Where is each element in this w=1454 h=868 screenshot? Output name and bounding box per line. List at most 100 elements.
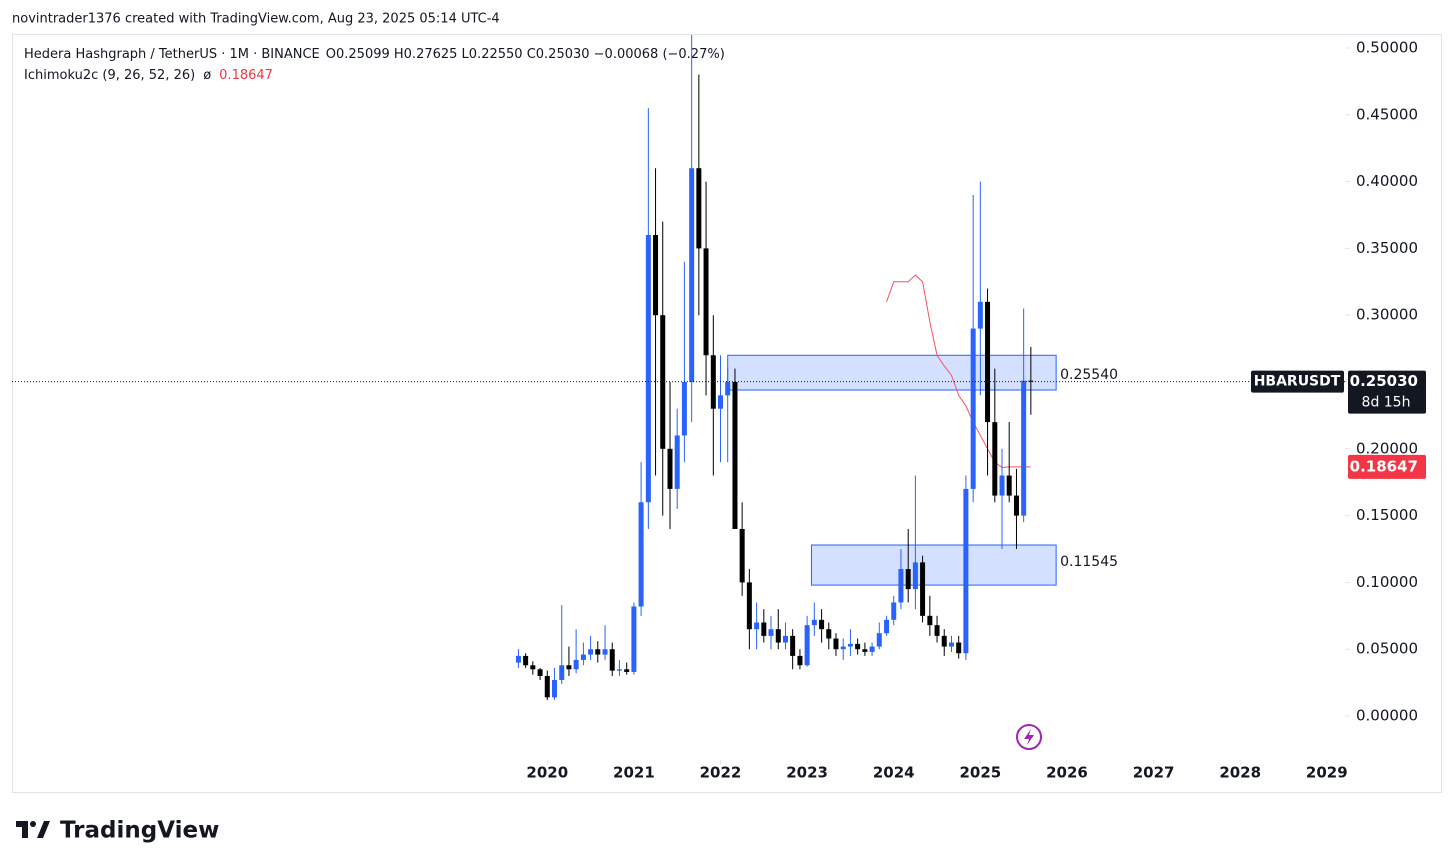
candle-body — [869, 646, 875, 652]
candle-body — [746, 582, 752, 630]
candle-body — [790, 635, 796, 656]
price-badge — [1348, 370, 1426, 414]
y-tick-label: 0.20000 — [1356, 439, 1418, 457]
tradingview-logo: TradingView — [16, 818, 219, 844]
candle-body — [616, 669, 622, 671]
attribution: novintrader1376 created with TradingView… — [12, 12, 500, 27]
candle-body — [696, 168, 702, 249]
candle-body — [573, 659, 579, 670]
price-zone — [727, 354, 1057, 391]
candle-body — [833, 638, 839, 650]
x-tick-label: 2028 — [1219, 764, 1261, 782]
candle-body — [602, 649, 608, 655]
candle-body — [580, 654, 586, 660]
candle-body — [898, 569, 904, 603]
candle-body — [855, 643, 861, 650]
chart-frame — [12, 34, 1442, 793]
candle-body — [956, 642, 962, 654]
candle-body — [804, 625, 810, 666]
candle-body — [653, 235, 659, 316]
y-tick-label: 0.30000 — [1356, 306, 1418, 324]
candle-body — [941, 635, 947, 647]
y-tick-label: 0.50000 — [1356, 38, 1418, 56]
candle-body — [718, 395, 724, 409]
ohlc: O0.25099 H0.27625 L0.22550 C0.25030 −0.0… — [326, 47, 725, 62]
candle-body — [891, 602, 897, 620]
x-tick-label: 2021 — [613, 764, 655, 782]
indicator-badge-text: 0.18647 — [1350, 457, 1418, 475]
lightning-icon[interactable] — [1016, 724, 1042, 750]
x-tick-label: 2023 — [786, 764, 828, 782]
plot-area — [515, 35, 1057, 701]
x-tick-label: 2026 — [1046, 764, 1088, 782]
candle-body — [999, 475, 1005, 496]
x-tick-label: 2022 — [700, 764, 742, 782]
candle-body — [1006, 475, 1012, 496]
candle-body — [797, 655, 803, 666]
candle-body — [819, 619, 825, 630]
candle-body — [985, 301, 991, 423]
candle-body — [992, 422, 998, 496]
candle-body — [674, 435, 680, 489]
candle-body — [826, 629, 832, 639]
candle-body — [595, 649, 601, 655]
candle-body — [645, 235, 651, 503]
zone-label: 0.25540 — [1060, 367, 1118, 383]
candle-body — [689, 168, 695, 383]
indicator-info: Ichimoku2c (9, 26, 52, 26) ø 0.18647 — [24, 68, 273, 83]
symbol-badge-text: HBARUSDT — [1254, 374, 1341, 390]
candle-body — [970, 328, 976, 489]
candle-body — [739, 528, 745, 583]
y-tick-label: 0.35000 — [1356, 239, 1418, 257]
candle-body — [681, 382, 687, 436]
candle-body — [624, 669, 630, 672]
y-tick-label: 0.00000 — [1356, 707, 1418, 725]
candle-body — [811, 619, 817, 626]
candle-body — [840, 646, 846, 650]
zone-label: 0.11545 — [1060, 554, 1118, 570]
indicator-symbol: ø — [203, 68, 211, 83]
candle-body — [559, 665, 565, 680]
candle-body — [884, 619, 890, 634]
candle-body — [761, 622, 767, 636]
logo-text: TradingView — [60, 818, 219, 844]
indicator-badge — [1348, 454, 1426, 479]
price-zone — [810, 544, 1057, 586]
price-badge-text: 0.25030 — [1350, 372, 1418, 390]
candle-body — [775, 629, 781, 643]
y-tick-label: 0.15000 — [1356, 506, 1418, 524]
ichimoku-line — [886, 274, 1031, 469]
candle-body — [530, 665, 536, 670]
countdown: 8d 15h — [1362, 395, 1411, 411]
x-tick-label: 2024 — [873, 764, 915, 782]
candle-body — [934, 625, 940, 636]
x-tick-label: 2027 — [1133, 764, 1175, 782]
candle-body — [912, 562, 918, 590]
candle-body — [660, 315, 666, 449]
candle-body — [949, 642, 955, 647]
candle-body — [782, 635, 788, 643]
candle-body — [754, 622, 760, 630]
indicator: Ichimoku2c (9, 26, 52, 26) — [24, 68, 195, 83]
x-tick-label: 2029 — [1306, 764, 1348, 782]
candle-body — [1013, 495, 1019, 516]
x-tick-label: 2020 — [526, 764, 568, 782]
candle-body — [523, 655, 529, 666]
candle-body — [566, 665, 572, 670]
candle-body — [1028, 380, 1034, 382]
candle-body — [977, 301, 983, 329]
symbol-badge — [1251, 370, 1344, 393]
candle-body — [588, 649, 594, 655]
candle-body — [862, 649, 868, 652]
candle-body — [638, 502, 644, 607]
candle-body — [905, 569, 911, 590]
candle-body — [963, 488, 969, 654]
indicator-value: 0.18647 — [219, 68, 273, 83]
candle-body — [609, 649, 615, 671]
y-tick-label: 0.40000 — [1356, 172, 1418, 190]
y-tick-label: 0.10000 — [1356, 573, 1418, 591]
candle-body — [732, 382, 738, 529]
candle-body — [768, 629, 774, 636]
candle-body — [725, 382, 731, 396]
